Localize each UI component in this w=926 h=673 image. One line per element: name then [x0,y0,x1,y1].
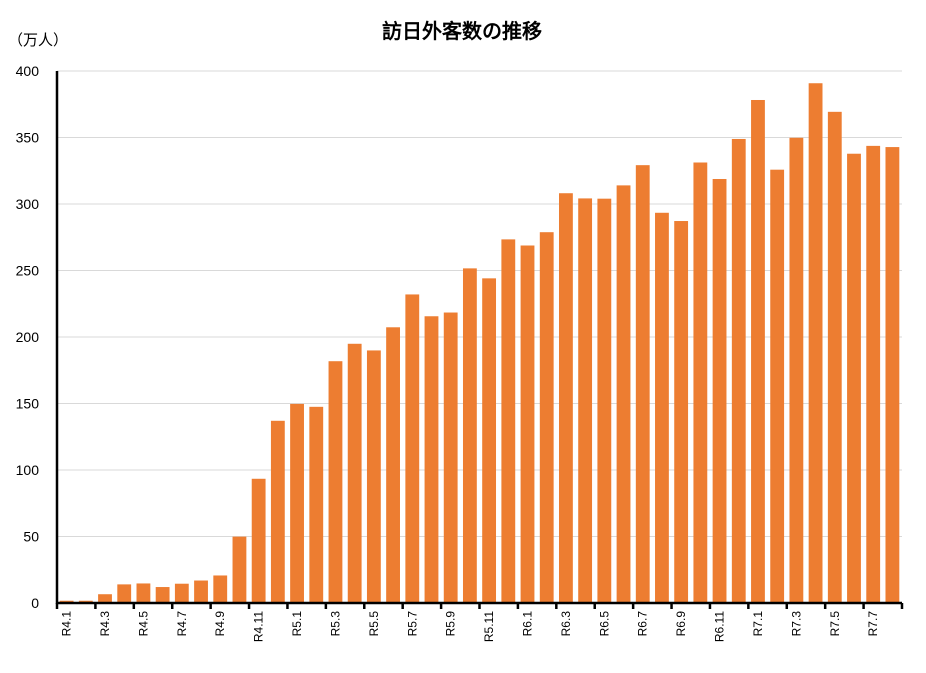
bar [251,478,266,603]
bar [808,83,823,603]
bar [290,403,304,603]
bar [117,584,132,603]
bar [309,406,324,603]
bar [328,361,343,603]
x-tick-label: R5.5 [367,611,381,637]
bar [424,316,439,603]
x-tick-label: R6.5 [597,611,611,637]
bar [443,312,458,603]
bar [520,245,535,603]
y-tick-label: 100 [16,462,40,478]
x-tick-labels: R4.1 R4.3 R4.5 R4.7 R4.9 R4.11 R5.1 R5.3 R5.5 R5.… [60,611,881,642]
bar [712,178,727,603]
bar [597,198,612,603]
x-tick-label: R7.1 [751,611,765,637]
x-tick-label: R5.1 [290,611,304,637]
bar [635,165,650,603]
x-tick-label: R5.7 [405,611,419,637]
axes [55,71,904,609]
y-tick-labels: 0 50 100 150 200 250 300 350 400 [16,63,40,611]
bar [539,232,554,604]
gridlines [57,70,902,537]
bar [789,137,804,604]
bar [616,185,631,603]
bar [866,145,881,603]
x-tick-label: R6.1 [521,611,535,637]
bar [770,169,785,603]
bar [693,162,708,603]
bar [501,239,516,604]
bar [482,278,497,603]
x-tick-label: R7.5 [828,611,842,637]
bar [655,212,669,603]
bar [827,111,842,604]
bar [194,580,208,603]
bar [462,268,477,603]
y-tick-label: 0 [31,595,39,611]
bar [213,575,228,603]
bar [347,343,362,603]
x-tick-label: R5.9 [444,611,458,637]
x-tick-label: R5.11 [482,611,496,642]
bar [674,221,689,604]
bar [174,583,189,603]
x-tick-label: R4.9 [213,611,227,637]
y-tick-label: 350 [16,130,40,146]
x-tick-label: R4.1 [60,611,74,637]
bar [405,294,420,603]
y-tick-label: 150 [16,396,40,412]
bar [847,153,861,603]
x-tick-label: R6.11 [713,611,727,642]
y-axis-unit-label: （万人） [8,31,68,49]
y-tick-label: 50 [23,529,39,545]
x-tick-label: R7.7 [866,611,880,637]
chart-title: 訪日外客数の推移 [382,19,542,43]
bars [59,83,900,604]
x-tick-label: R6.3 [559,611,573,637]
x-tick-label: R4.3 [98,611,112,637]
x-tick-label: R7.3 [789,611,803,637]
x-tick-label: R4.7 [175,611,189,637]
bar [751,99,765,603]
y-tick-label: 200 [16,329,40,345]
y-tick-label: 400 [16,63,40,79]
bar [366,350,381,603]
bar [232,536,247,603]
x-tick-label: R4.11 [252,611,266,642]
bar [98,594,112,603]
x-tick-label: R6.9 [674,611,688,637]
bar [731,138,746,603]
bar [155,587,170,603]
x-tick-label: R5.3 [328,611,342,637]
bar [386,327,400,603]
x-tick-label: R4.5 [136,611,150,637]
x-tick-label: R6.7 [636,611,650,637]
bar [559,193,573,604]
bar [270,420,285,603]
bar [136,583,151,603]
bar [578,198,593,603]
bar [885,147,900,604]
y-tick-label: 300 [16,196,40,212]
y-tick-label: 250 [16,263,40,279]
